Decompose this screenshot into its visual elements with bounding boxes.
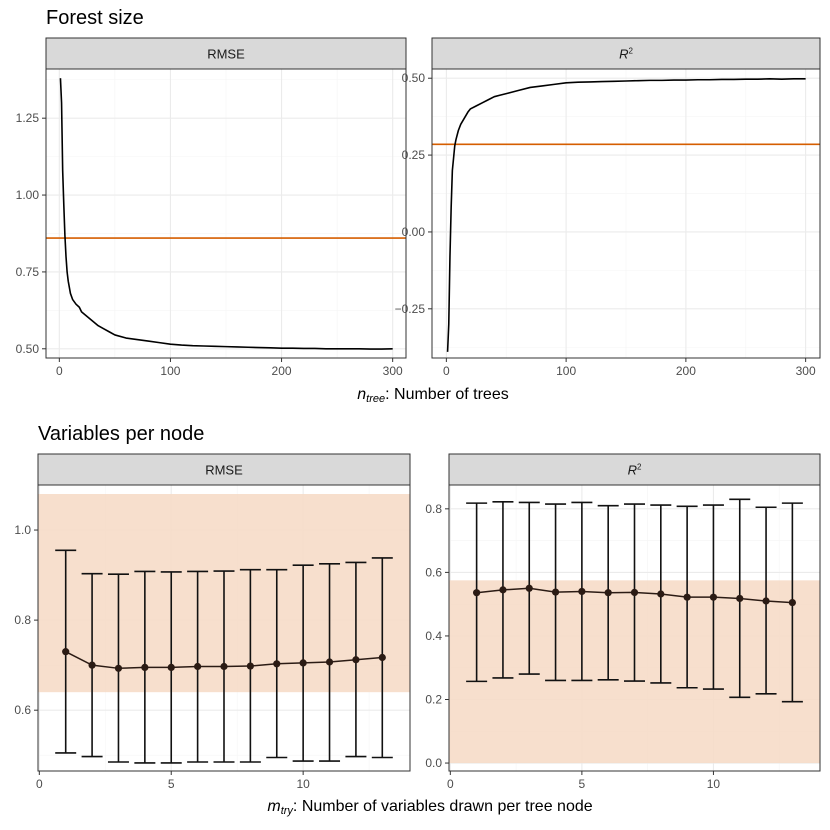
x-tick-label: 0 xyxy=(443,364,450,378)
y-tick-label: 0.75 xyxy=(16,265,40,279)
strip-label: RMSE xyxy=(207,47,245,62)
mean-point xyxy=(352,656,360,664)
y-tick-label: 0.8 xyxy=(14,613,31,627)
mean-point xyxy=(762,597,770,605)
x-tick-label: 5 xyxy=(168,777,175,791)
mean-point xyxy=(788,598,796,607)
y-tick-label: 0.6 xyxy=(425,565,442,579)
ntree-axis-title: ntree: Number of trees xyxy=(357,386,508,405)
mean-point xyxy=(525,584,533,592)
strip-label: R2 xyxy=(628,463,642,478)
strip-label: RMSE xyxy=(205,463,243,478)
strip-label: R2 xyxy=(619,47,633,62)
mean-point xyxy=(299,659,307,667)
mean-point xyxy=(551,588,560,596)
x-tick-label: 300 xyxy=(796,364,816,378)
y-tick-label: 0.50 xyxy=(402,71,426,85)
y-tick-label: 1.00 xyxy=(16,188,40,202)
mean-point xyxy=(630,588,639,597)
y-tick-label: 0.50 xyxy=(16,342,40,356)
mean-point xyxy=(325,658,334,666)
variables-per-node-title: Variables per node xyxy=(38,423,204,445)
y-tick-label: 0.00 xyxy=(402,225,426,239)
x-tick-label: 100 xyxy=(160,364,180,378)
y-tick-label: −0.25 xyxy=(395,302,426,316)
mean-point xyxy=(604,589,612,597)
mean-point xyxy=(709,593,718,601)
mean-point xyxy=(473,589,481,597)
panel-variables-per-node-r2: R2 0 5 10 0.0 0.2 0.4 0.6 0.8 xyxy=(425,453,821,791)
mean-point xyxy=(62,648,70,656)
x-tick-label: 5 xyxy=(579,777,586,791)
y-tick-label: 0.25 xyxy=(402,148,426,162)
strip-background xyxy=(448,453,821,486)
mean-point xyxy=(167,663,175,672)
x-tick-label: 100 xyxy=(556,364,576,378)
mean-point xyxy=(141,663,149,672)
x-tick-label: 300 xyxy=(383,364,403,378)
series-line xyxy=(59,78,393,350)
mean-point xyxy=(194,662,202,671)
mean-point xyxy=(220,662,228,671)
x-tick-label: 0 xyxy=(36,777,43,791)
mean-point xyxy=(246,662,254,670)
y-tick-label: 0.8 xyxy=(425,502,442,516)
mtry-axis-title: mtry: Number of variables drawn per tree… xyxy=(267,798,592,817)
strip-background xyxy=(45,37,407,70)
x-tick-label: 0 xyxy=(447,777,454,791)
mean-point xyxy=(88,661,96,669)
mean-point xyxy=(499,586,507,594)
mean-point xyxy=(657,590,665,598)
x-tick-label: 200 xyxy=(272,364,292,378)
y-tick-label: 0.0 xyxy=(425,756,442,770)
y-tick-label: 0.2 xyxy=(425,693,442,707)
x-tick-label: 10 xyxy=(296,777,310,791)
mean-point xyxy=(683,593,691,601)
panel-forest-size-r2: R2 0 100 200 300 −0.25 0.00 0.25 0.50 xyxy=(395,37,821,378)
y-tick-label: 0.6 xyxy=(14,703,31,717)
forest-size-title: Forest size xyxy=(46,7,144,29)
panel-variables-per-node-rmse: RMSE 0 5 10 0.6 0.8 1.0 xyxy=(14,453,411,791)
series-line xyxy=(446,78,806,352)
mean-point xyxy=(736,594,744,603)
mean-point xyxy=(578,587,586,596)
x-tick-label: 0 xyxy=(56,364,63,378)
x-tick-label: 10 xyxy=(707,777,721,791)
strip-background xyxy=(37,453,411,486)
y-tick-label: 1.0 xyxy=(14,523,31,537)
x-tick-label: 200 xyxy=(676,364,696,378)
strip-background xyxy=(431,37,821,70)
mean-point xyxy=(378,653,386,662)
y-tick-label: 0.4 xyxy=(425,629,442,643)
mean-point xyxy=(114,664,123,672)
mean-point xyxy=(273,660,281,668)
y-tick-label: 1.25 xyxy=(16,111,40,125)
panel-forest-size-rmse: RMSE 0 100 200 300 0.50 0.75 1.00 1.25 xyxy=(16,37,407,378)
